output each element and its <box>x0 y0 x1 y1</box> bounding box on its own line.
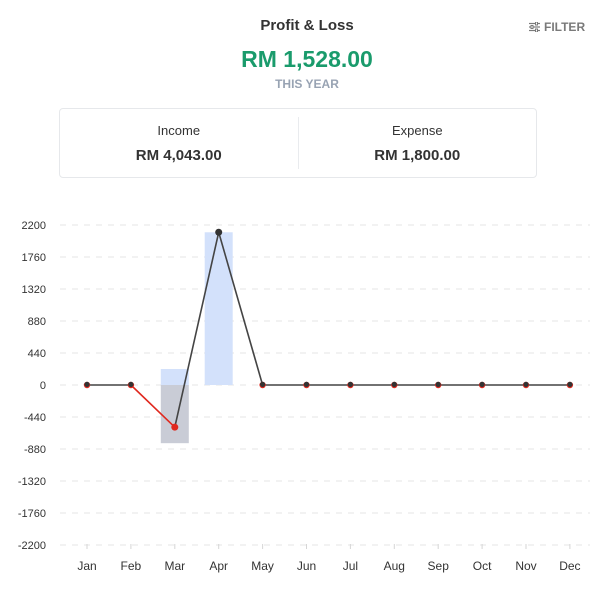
filter-icon <box>529 22 540 32</box>
data-point-cap <box>523 381 529 387</box>
expense-bar <box>160 385 189 444</box>
data-point-cap <box>435 381 441 387</box>
data-point-cap <box>303 381 310 387</box>
data-point <box>215 228 223 236</box>
data-point <box>171 423 179 431</box>
y-tick-label: -2200 <box>18 540 46 552</box>
expense-cell: Expense RM 1,800.00 <box>299 109 537 177</box>
data-point-cap <box>567 381 573 387</box>
income-bar <box>204 232 233 385</box>
x-tick-label: Aug <box>384 559 405 573</box>
summary-card: Income RM 4,043.00 Expense RM 1,800.00 <box>59 108 537 178</box>
x-tick-label: Sep <box>428 559 450 573</box>
page-title: Profit & Loss <box>260 17 354 34</box>
income-cell: Income RM 4,043.00 <box>60 109 298 177</box>
y-tick-label: 1760 <box>22 252 46 264</box>
data-point-cap <box>128 381 134 387</box>
y-tick-label: 440 <box>28 348 46 360</box>
y-tick-label: 1320 <box>22 284 46 296</box>
y-tick-label: 0 <box>40 380 46 392</box>
series-line-segment <box>174 232 220 428</box>
x-tick-label: Mar <box>164 559 185 573</box>
data-point-cap <box>391 381 397 387</box>
y-tick-label: -440 <box>24 412 46 424</box>
x-tick-label: Feb <box>121 559 142 573</box>
x-tick-label: Jan <box>77 559 96 573</box>
y-tick-label: 880 <box>28 316 46 328</box>
y-tick-label: -1760 <box>18 508 46 520</box>
x-tick-label: May <box>251 559 274 573</box>
income-label: Income <box>157 123 201 138</box>
y-tick-label: -1320 <box>18 476 46 488</box>
data-point-cap <box>479 381 485 387</box>
filter-label: FILTER <box>544 20 586 34</box>
income-value: RM 4,043.00 <box>135 147 222 164</box>
expense-label: Expense <box>391 123 443 138</box>
x-tick-label: Nov <box>515 559 536 573</box>
data-point-cap <box>347 381 353 387</box>
x-tick-label: Apr <box>209 559 228 573</box>
series-line-segment <box>217 232 264 386</box>
summary-divider <box>297 117 299 169</box>
period-label: THIS YEAR <box>275 77 339 91</box>
expense-value: RM 1,800.00 <box>374 147 461 164</box>
x-tick-label: Jul <box>343 559 358 573</box>
x-tick-label: Jun <box>297 559 316 573</box>
data-point-cap <box>260 381 266 387</box>
profit-amount: RM 1,528.00 <box>241 46 373 72</box>
x-tick-label: Oct <box>473 559 492 573</box>
x-tick-label: Dec <box>559 559 580 573</box>
filter-button[interactable]: FILTER <box>529 20 585 34</box>
series-line-segment <box>130 384 176 428</box>
data-point-cap <box>84 381 90 387</box>
income-bar <box>160 369 189 385</box>
y-tick-label: 2200 <box>22 220 46 232</box>
y-tick-label: -880 <box>24 444 46 456</box>
